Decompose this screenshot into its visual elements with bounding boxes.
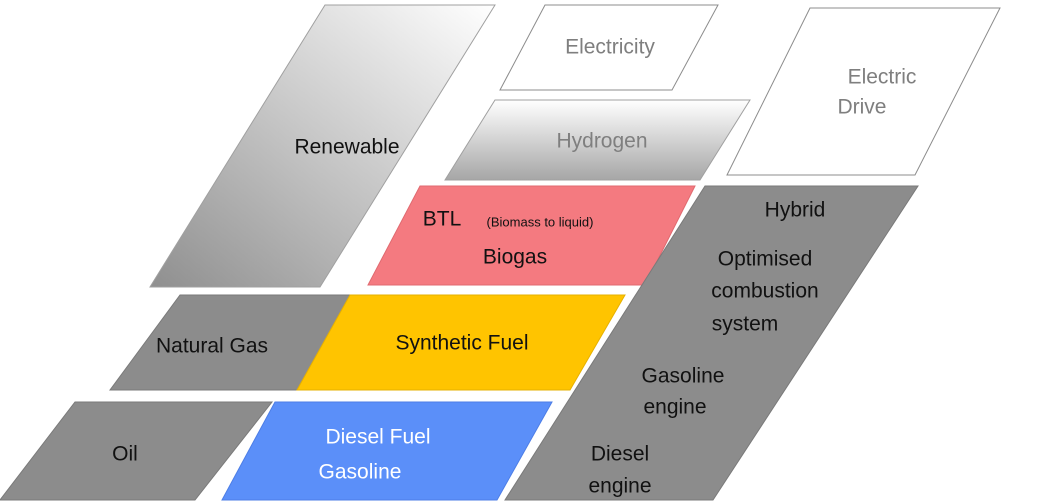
synthetic-fuel-box	[296, 294, 626, 391]
label: Electricity	[565, 36, 655, 59]
label: engine	[643, 396, 706, 419]
label: Oil	[112, 443, 138, 466]
label: Renewable	[294, 136, 399, 159]
label: Biogas	[483, 246, 547, 269]
oil-box	[0, 401, 274, 501]
label: Hybrid	[765, 199, 826, 222]
label: Hydrogen	[556, 130, 647, 153]
label: system	[712, 313, 779, 336]
hydrogen-box	[444, 99, 751, 181]
label: Electric	[848, 66, 917, 89]
electric-drive-box	[726, 7, 1001, 176]
label: combustion	[711, 280, 818, 303]
electricity-box	[499, 4, 719, 91]
note: (Biomass to liquid)	[487, 214, 594, 229]
label: BTL	[423, 208, 462, 231]
label: Drive	[837, 96, 886, 119]
label: Gasoline	[319, 461, 402, 484]
label: Gasoline	[642, 365, 725, 388]
diesel-fuel-box	[221, 401, 553, 501]
label: Optimised	[718, 248, 813, 271]
renewable-box	[149, 4, 496, 288]
label: engine	[588, 475, 651, 498]
engine-box	[504, 185, 919, 501]
btl-box	[367, 185, 696, 286]
label: Diesel	[591, 443, 649, 466]
label: Synthetic Fuel	[395, 332, 528, 355]
label: Diesel Fuel	[325, 426, 430, 449]
label: Natural Gas	[156, 335, 268, 358]
